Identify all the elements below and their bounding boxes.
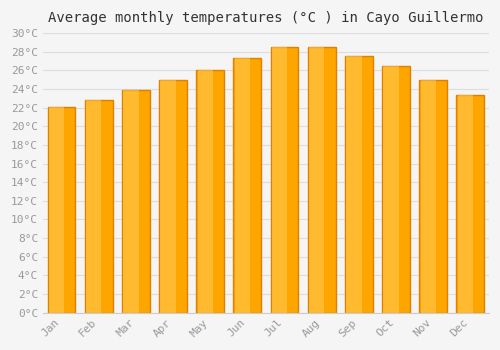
FancyBboxPatch shape (49, 107, 64, 313)
Bar (234, 58, 262, 313)
FancyBboxPatch shape (309, 47, 324, 313)
FancyBboxPatch shape (458, 95, 473, 313)
FancyBboxPatch shape (235, 58, 250, 313)
FancyBboxPatch shape (124, 90, 138, 313)
Bar (85, 100, 112, 313)
Bar (196, 70, 224, 313)
Bar (345, 56, 373, 313)
Bar (382, 66, 410, 313)
FancyBboxPatch shape (420, 80, 436, 313)
Bar (456, 95, 484, 313)
Bar (419, 80, 447, 313)
FancyBboxPatch shape (272, 47, 287, 313)
Bar (48, 107, 76, 313)
FancyBboxPatch shape (384, 66, 399, 313)
Bar (308, 47, 336, 313)
FancyBboxPatch shape (198, 70, 213, 313)
FancyBboxPatch shape (160, 80, 176, 313)
Title: Average monthly temperatures (°C ) in Cayo Guillermo: Average monthly temperatures (°C ) in Ca… (48, 11, 484, 25)
Bar (122, 90, 150, 313)
FancyBboxPatch shape (346, 56, 362, 313)
Bar (159, 80, 187, 313)
Bar (270, 47, 298, 313)
FancyBboxPatch shape (86, 100, 102, 313)
